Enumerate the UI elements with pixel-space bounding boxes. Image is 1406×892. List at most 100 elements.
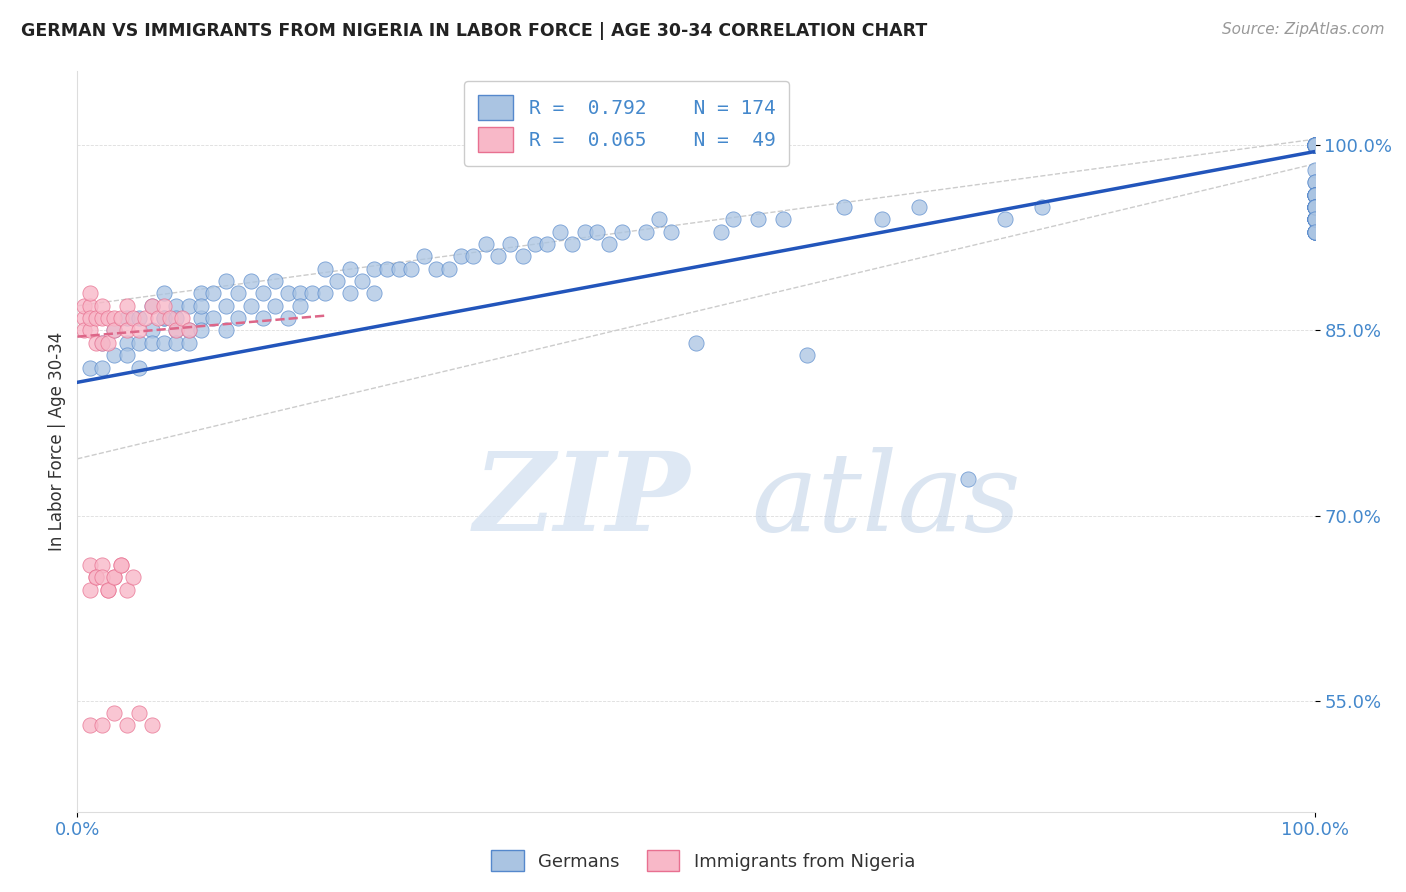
- Point: [907, 200, 929, 214]
- Point: [141, 299, 163, 313]
- Point: [772, 212, 794, 227]
- Point: [339, 261, 361, 276]
- Point: [425, 261, 447, 276]
- Point: [153, 311, 176, 326]
- Point: [1303, 200, 1326, 214]
- Point: [1303, 138, 1326, 153]
- Point: [1303, 138, 1326, 153]
- Point: [1303, 138, 1326, 153]
- Point: [153, 311, 176, 326]
- Point: [141, 335, 163, 350]
- Point: [264, 299, 287, 313]
- Point: [1303, 138, 1326, 153]
- Point: [598, 237, 620, 252]
- Point: [79, 360, 101, 375]
- Point: [1303, 212, 1326, 227]
- Point: [548, 225, 571, 239]
- Point: [172, 311, 194, 326]
- Point: [363, 286, 385, 301]
- Point: [165, 299, 187, 313]
- Point: [134, 311, 156, 326]
- Text: atlas: atlas: [752, 447, 1021, 555]
- Point: [72, 324, 94, 338]
- Point: [177, 324, 200, 338]
- Point: [1303, 200, 1326, 214]
- Point: [350, 274, 373, 288]
- Point: [115, 582, 138, 597]
- Point: [1303, 212, 1326, 227]
- Point: [91, 360, 114, 375]
- Point: [1303, 138, 1326, 153]
- Point: [1303, 138, 1326, 153]
- Point: [314, 286, 336, 301]
- Point: [252, 286, 274, 301]
- Point: [1303, 138, 1326, 153]
- Point: [115, 718, 138, 732]
- Point: [91, 335, 114, 350]
- Point: [1303, 200, 1326, 214]
- Point: [648, 212, 671, 227]
- Point: [91, 570, 114, 584]
- Point: [1303, 138, 1326, 153]
- Point: [103, 324, 125, 338]
- Point: [288, 299, 311, 313]
- Point: [1031, 200, 1053, 214]
- Point: [1303, 200, 1326, 214]
- Point: [115, 324, 138, 338]
- Point: [79, 299, 101, 313]
- Point: [1303, 138, 1326, 153]
- Point: [1303, 138, 1326, 153]
- Point: [226, 286, 249, 301]
- Point: [190, 311, 212, 326]
- Point: [1303, 212, 1326, 227]
- Point: [91, 299, 114, 313]
- Point: [128, 706, 150, 720]
- Point: [103, 311, 125, 326]
- Point: [97, 311, 120, 326]
- Point: [1303, 200, 1326, 214]
- Point: [79, 718, 101, 732]
- Point: [1303, 187, 1326, 202]
- Point: [277, 286, 299, 301]
- Point: [79, 286, 101, 301]
- Point: [1303, 187, 1326, 202]
- Point: [536, 237, 558, 252]
- Point: [153, 286, 176, 301]
- Point: [239, 274, 262, 288]
- Point: [159, 311, 181, 326]
- Point: [190, 286, 212, 301]
- Point: [1303, 187, 1326, 202]
- Point: [314, 261, 336, 276]
- Point: [463, 250, 485, 264]
- Point: [375, 261, 398, 276]
- Point: [401, 261, 423, 276]
- Point: [122, 311, 145, 326]
- Point: [1303, 138, 1326, 153]
- Point: [1303, 163, 1326, 178]
- Point: [79, 558, 101, 572]
- Point: [264, 274, 287, 288]
- Point: [115, 299, 138, 313]
- Point: [512, 250, 534, 264]
- Point: [79, 582, 101, 597]
- Point: [128, 360, 150, 375]
- Point: [1303, 200, 1326, 214]
- Point: [165, 324, 187, 338]
- Point: [103, 706, 125, 720]
- Point: [1303, 138, 1326, 153]
- Point: [115, 311, 138, 326]
- Point: [957, 472, 980, 486]
- Point: [1303, 138, 1326, 153]
- Point: [1303, 225, 1326, 239]
- Point: [796, 348, 818, 362]
- Point: [1303, 200, 1326, 214]
- Y-axis label: In Labor Force | Age 30-34: In Labor Force | Age 30-34: [48, 332, 66, 551]
- Point: [153, 299, 176, 313]
- Point: [110, 558, 132, 572]
- Point: [1303, 138, 1326, 153]
- Point: [1303, 212, 1326, 227]
- Point: [659, 225, 682, 239]
- Point: [103, 570, 125, 584]
- Point: [72, 299, 94, 313]
- Point: [84, 570, 107, 584]
